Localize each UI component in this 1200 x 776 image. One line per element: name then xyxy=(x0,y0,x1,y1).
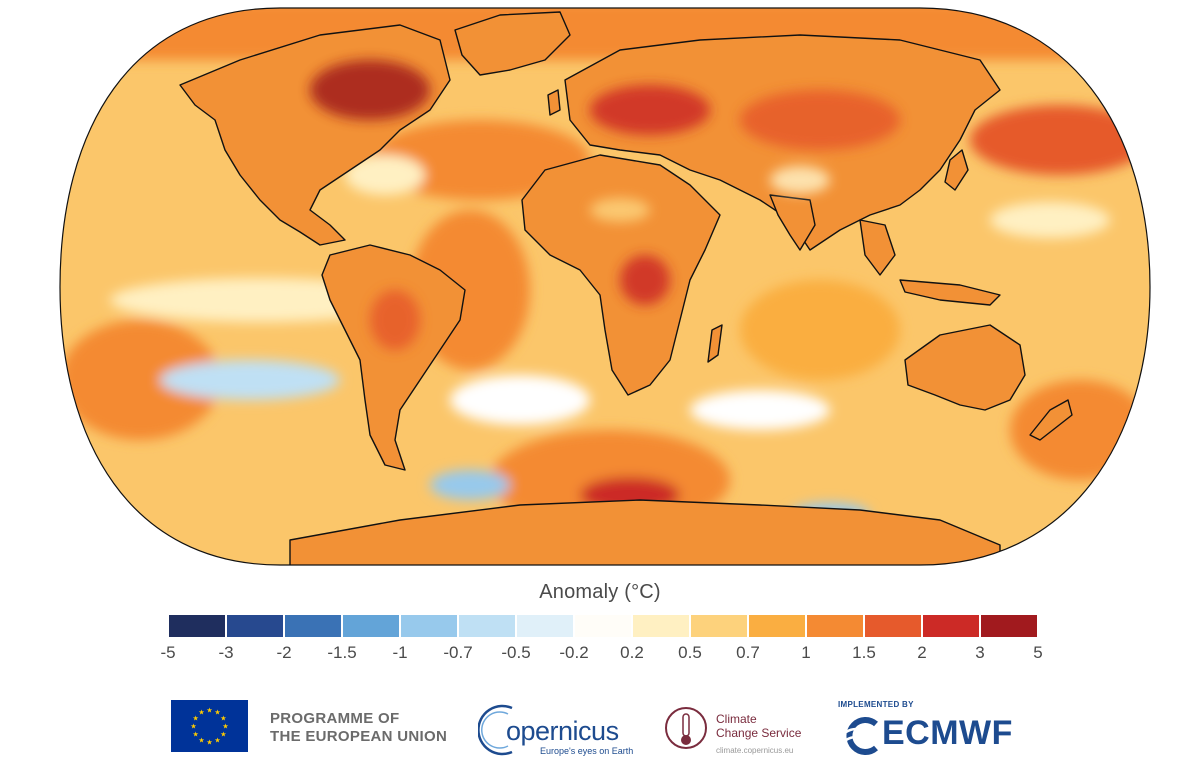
c3s-url: climate.copernicus.eu xyxy=(716,746,794,755)
legend-tick-label: 1.5 xyxy=(852,643,876,662)
sahara-neutral xyxy=(590,198,650,222)
south-atlantic-neutral xyxy=(450,375,590,425)
copernicus-logo: opernicus Europe's eyes on Earth xyxy=(478,696,633,762)
legend-tick-label: 3 xyxy=(975,643,985,662)
legend-swatch xyxy=(343,615,399,637)
footer-logos: ★ ★ ★ ★ ★ ★ ★ ★ ★ ★ ★ ★ PROGRAMME OF THE EUROPEAN U… xyxy=(0,690,1200,776)
indian-ocean-warm xyxy=(740,280,900,380)
copernicus-wordmark: opernicus xyxy=(506,716,619,746)
ecmwf-implemented-by: IMPLEMENTED BY xyxy=(838,700,914,709)
legend-swatch xyxy=(749,615,805,637)
eu-star-icon: ★ xyxy=(198,709,204,717)
canada-hotspot xyxy=(310,60,430,120)
greenland xyxy=(454,11,571,76)
legend-swatch xyxy=(459,615,515,637)
eu-star-icon: ★ xyxy=(214,736,220,744)
eu-star-icon: ★ xyxy=(214,709,220,717)
west-pacific-neutral xyxy=(990,202,1110,238)
ecmwf-waves-icon xyxy=(845,717,878,755)
legend-tick-label: 0.2 xyxy=(620,643,644,662)
legend-tick-label: -3 xyxy=(218,643,234,662)
legend-swatch xyxy=(169,615,225,637)
siberia-hotspot xyxy=(740,90,900,150)
copernicus-tagline: Europe's eyes on Earth xyxy=(540,746,634,756)
central-africa-hotspot xyxy=(620,255,670,305)
eu-star-icon: ★ xyxy=(222,723,228,731)
southeast-asia xyxy=(859,219,896,276)
c3s-line-2: Change Service xyxy=(716,726,802,740)
uk xyxy=(547,89,561,116)
legend-tick-label: 0.5 xyxy=(678,643,702,662)
legend-swatch xyxy=(227,615,283,637)
east-pacific-warm xyxy=(60,320,220,440)
legend-tick-label: 0.7 xyxy=(736,643,760,662)
climate-change-service-logo: Climate Change Service climate.copernicu… xyxy=(664,696,814,762)
australia xyxy=(904,324,1026,411)
legend-tick-label: -1 xyxy=(392,643,408,662)
indian-south-neutral xyxy=(690,390,830,430)
c3s-line-1: Climate xyxy=(716,712,757,726)
legend-swatch xyxy=(633,615,689,637)
legend-swatch xyxy=(923,615,979,637)
europe-hotspot xyxy=(590,85,710,135)
ecmwf-wordmark: ECMWF xyxy=(882,714,1013,752)
legend-swatch xyxy=(691,615,747,637)
eu-star-icon: ★ xyxy=(190,723,196,731)
eu-star-icon: ★ xyxy=(206,707,212,715)
eu-line-2: THE EUROPEAN UNION xyxy=(270,728,448,745)
indonesia xyxy=(899,279,1001,306)
copernicus-c-icon xyxy=(478,704,513,756)
central-atlantic-neutral xyxy=(345,155,425,195)
antarctica xyxy=(289,499,1001,565)
eu-line-1: PROGRAMME OF xyxy=(270,710,400,727)
legend-tick-label: -0.2 xyxy=(559,643,589,662)
legend-swatch xyxy=(865,615,921,637)
legend-swatch xyxy=(285,615,341,637)
eu-star-icon: ★ xyxy=(193,715,199,723)
world-map xyxy=(59,7,1151,566)
eu-programme-label: PROGRAMME OF THE EUROPEAN UNION xyxy=(270,710,447,746)
legend-swatch xyxy=(517,615,573,637)
south-pacific-cool xyxy=(160,360,340,400)
land-hotspots xyxy=(310,60,900,350)
legend-tick-label: -0.5 xyxy=(501,643,531,662)
southwest-pacific-warm xyxy=(1010,380,1150,480)
eu-star-icon: ★ xyxy=(198,736,204,744)
legend-swatch xyxy=(981,615,1037,637)
drake-passage-cool xyxy=(430,470,510,500)
anomaly-map xyxy=(59,7,1151,566)
tibet-neutral xyxy=(770,166,830,194)
legend-tick-label: -1.5 xyxy=(327,643,357,662)
ecmwf-logo: IMPLEMENTED BY ECMWF xyxy=(836,696,1046,762)
eu-star-icon: ★ xyxy=(220,715,226,723)
south-america-spot xyxy=(370,290,420,350)
legend-title: Anomaly (°C) xyxy=(539,581,661,603)
north-atlantic-warm xyxy=(370,120,590,200)
madagascar xyxy=(707,324,723,363)
legend-swatch xyxy=(807,615,863,637)
legend-tick-label: -0.7 xyxy=(443,643,473,662)
legend-swatch xyxy=(401,615,457,637)
arctic-warm-band xyxy=(60,8,1150,60)
legend-colorbar xyxy=(168,615,1038,637)
new-zealand xyxy=(1029,399,1073,441)
eu-star-icon: ★ xyxy=(206,739,212,747)
south-america xyxy=(321,244,466,471)
india xyxy=(769,194,816,251)
legend-tick-label: 1 xyxy=(801,643,811,662)
legend-swatch xyxy=(575,615,631,637)
thermometer-icon xyxy=(665,707,707,749)
eu-flag-icon: ★ ★ ★ ★ ★ ★ ★ ★ ★ ★ ★ ★ xyxy=(171,700,248,752)
color-legend: Anomaly (°C) -5 -3 -2 -1.5 -1 -0.7 -0.5 -0.2 0.2… xyxy=(0,575,1200,670)
legend-tick-label: 2 xyxy=(917,643,927,662)
north-pacific-warm xyxy=(970,105,1150,175)
legend-tick-label: 5 xyxy=(1033,643,1043,662)
legend-tick-label: -2 xyxy=(276,643,292,662)
legend-tick-label: -5 xyxy=(160,643,176,662)
globe-outline xyxy=(59,7,1151,566)
eu-star-icon: ★ xyxy=(220,731,226,739)
eu-star-icon: ★ xyxy=(193,731,199,739)
japan xyxy=(944,149,969,191)
